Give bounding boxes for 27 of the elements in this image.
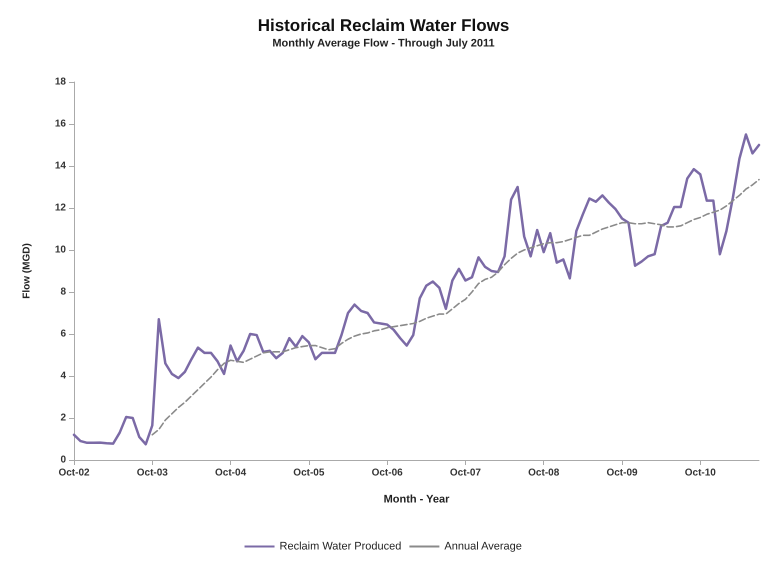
y-tick-label: 4 [60,370,66,382]
y-tick-label: 16 [54,118,66,130]
y-tick-label: 0 [60,454,66,466]
x-tick-label: Oct-08 [528,468,560,478]
x-axis-title: Month - Year [384,494,450,506]
chart-subtitle: Monthly Average Flow - Through July 2011 [272,38,495,50]
x-tick-label: Oct-03 [136,468,168,478]
y-axis-title: Flow (MGD) [22,243,32,299]
line-series [151,178,760,436]
y-tick-label: 14 [54,160,66,172]
x-tick-label: Oct-07 [450,468,482,478]
line-series [72,133,760,446]
y-tick-label: 6 [60,328,66,340]
legend-label: Reclaim Water Produced [280,540,402,552]
chart-title: Historical Reclaim Water Flows [258,16,510,35]
y-tick-label: 18 [54,76,66,88]
legend-label: Annual Average [444,540,522,552]
x-tick-label: Oct-05 [293,468,325,478]
x-tick-label: Oct-10 [684,468,716,478]
x-tick-label: Oct-04 [215,468,247,478]
x-tick-label: Oct-09 [606,468,638,478]
y-tick-label: 8 [60,286,66,298]
x-tick-label: Oct-02 [58,468,90,478]
y-tick-label: 2 [60,412,66,424]
y-tick-label: 10 [54,244,66,256]
x-tick-label: Oct-06 [372,468,404,478]
y-tick-label: 12 [54,202,66,214]
